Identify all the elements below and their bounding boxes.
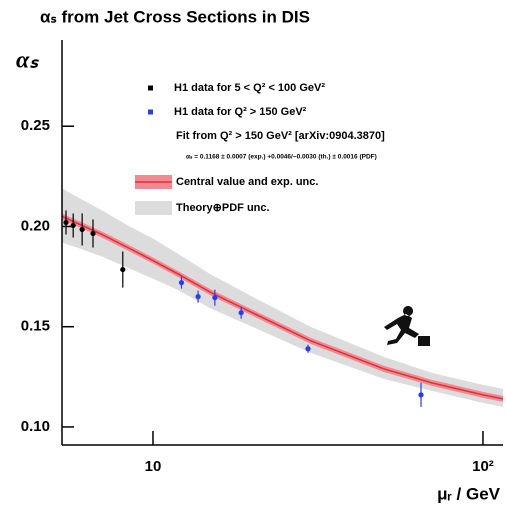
theory-band [62, 188, 503, 407]
chart-title: αₛ from Jet Cross Sections in DIS [40, 7, 310, 26]
data-point [418, 392, 424, 398]
legend-label: H1 data for Q² > 150 GeV² [174, 106, 307, 118]
data-point [238, 310, 244, 316]
marks: 0.10 0.15 0.20 0.25 10 10² H1 data for 5 < Q² … [21, 82, 494, 475]
data-point [212, 295, 218, 301]
fit-line [62, 215, 503, 400]
legend-swatch [135, 201, 172, 215]
legend-label: Central value and exp. unc. [176, 176, 318, 188]
legend-label: Theory⊕PDF unc. [176, 202, 270, 214]
runner-icon [384, 306, 430, 346]
y-tick-label: 0.15 [21, 318, 50, 335]
fit-label: Fit from Q² > 150 GeV² [arXiv:0904.3870] [176, 130, 385, 142]
data-point [178, 279, 185, 286]
data-point [195, 294, 201, 300]
data-point [63, 219, 69, 226]
y-tick-label: 0.10 [21, 418, 50, 435]
data-point [70, 222, 76, 229]
y-tick-label: 0.25 [21, 117, 50, 134]
y-tick-label: 0.20 [21, 217, 50, 234]
data-point [120, 266, 126, 273]
y-axis-label: αₛ [16, 48, 39, 74]
x-axis-label: μᵣ / GeV [437, 484, 501, 503]
plot-area [62, 188, 503, 407]
fit-result: αₛ = 0.1168 ± 0.0007 (exp.) +0.0046/−0.0… [186, 154, 377, 161]
x-tick-label: 10² [472, 458, 494, 475]
legend-marker [148, 85, 153, 91]
data-point [90, 230, 96, 237]
data-point [305, 346, 311, 352]
legend-label: H1 data for 5 < Q² < 100 GeV² [174, 82, 325, 94]
legend-marker [148, 109, 153, 115]
x-tick-label: 10 [145, 458, 162, 475]
data-point [79, 226, 85, 233]
